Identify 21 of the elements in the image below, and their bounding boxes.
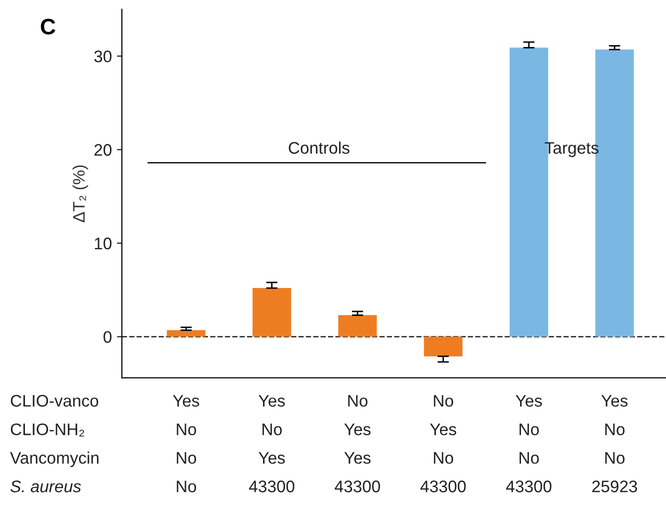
bar — [252, 288, 292, 337]
bar — [338, 315, 377, 337]
text: S. aureus — [10, 480, 81, 492]
x-tick-label: Yes No No No — [172, 395, 200, 492]
bar — [424, 336, 462, 356]
x-tick-label: Yes No No 25923 — [592, 395, 638, 492]
text: CLIO-vanco — [10, 394, 98, 407]
x-tick-label: Yes No No 43300 — [506, 395, 552, 492]
text: CLIO-NH₂ — [10, 423, 84, 437]
bar — [166, 330, 206, 337]
text: Vancomycin — [10, 452, 98, 468]
y-axis-title: ΔT₂ (%) — [72, 165, 88, 222]
y-tick-label: 30 — [94, 50, 112, 62]
annotation: Controls — [288, 142, 350, 154]
y-tick-label: 20 — [94, 144, 112, 156]
x-tick-label: Yes No Yes 43300 — [249, 395, 294, 492]
y-tick-label: 0 — [104, 331, 112, 343]
chart-title: C — [40, 18, 56, 34]
x-tick-label: No Yes No 43300 — [420, 395, 466, 492]
x-tick-label: No Yes Yes 43300 — [334, 395, 380, 492]
y-tick-label: 10 — [94, 238, 112, 250]
